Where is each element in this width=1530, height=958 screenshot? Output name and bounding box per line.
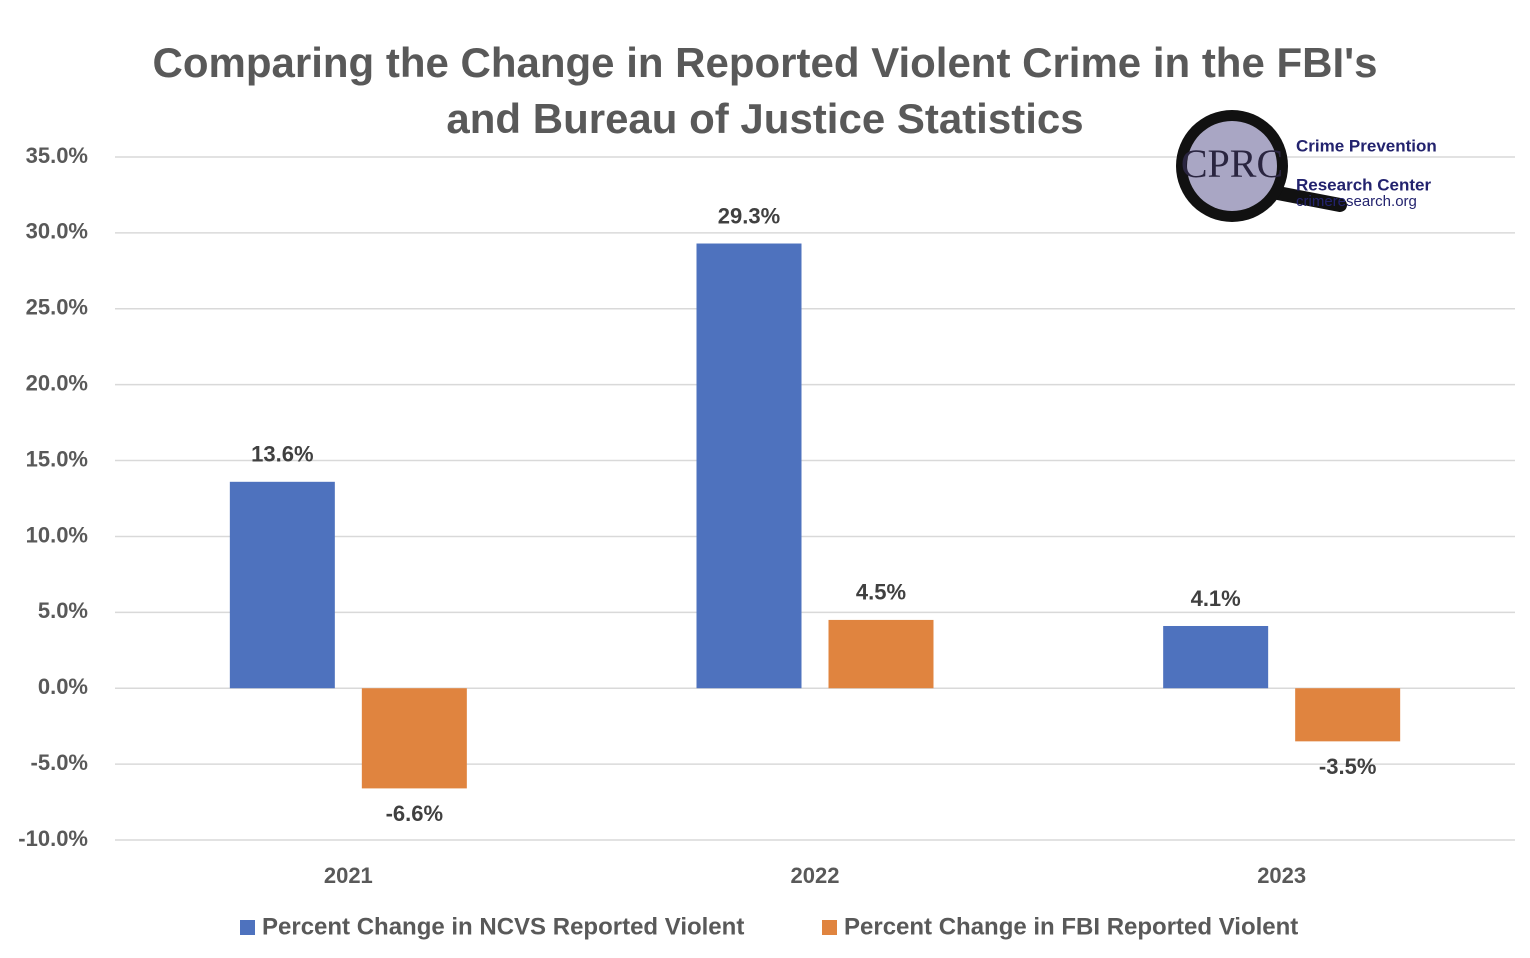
data-label: -3.5% bbox=[1319, 754, 1376, 779]
bar bbox=[1295, 688, 1401, 742]
x-tick-label: 2021 bbox=[324, 863, 373, 888]
bar bbox=[828, 619, 934, 689]
logo-text: Research Center bbox=[1296, 175, 1432, 194]
y-tick-label: 15.0% bbox=[26, 446, 88, 471]
y-tick-label: 0.0% bbox=[38, 674, 88, 699]
data-label: 13.6% bbox=[251, 442, 313, 467]
logo-text: Crime Prevention bbox=[1296, 136, 1437, 155]
logo-url: crimeresearch.org bbox=[1296, 193, 1417, 210]
chart-title: Comparing the Change in Reported Violent… bbox=[153, 39, 1378, 86]
y-tick-label: 35.0% bbox=[26, 143, 88, 168]
y-tick-label: 30.0% bbox=[26, 219, 88, 244]
bar bbox=[696, 243, 802, 689]
legend-swatch bbox=[240, 920, 255, 935]
legend-label: Percent Change in NCVS Reported Violent bbox=[262, 913, 744, 940]
y-tick-label: 10.0% bbox=[26, 522, 88, 547]
y-tick-label: -10.0% bbox=[18, 826, 88, 851]
x-tick-label: 2023 bbox=[1257, 863, 1306, 888]
y-tick-label: 20.0% bbox=[26, 370, 88, 395]
data-label: 29.3% bbox=[718, 203, 780, 228]
bar bbox=[361, 688, 467, 789]
legend-swatch bbox=[822, 920, 837, 935]
data-label: 4.1% bbox=[1191, 586, 1241, 611]
x-tick-label: 2022 bbox=[791, 863, 840, 888]
data-label: 4.5% bbox=[856, 580, 906, 605]
legend-label: Percent Change in FBI Reported Violent bbox=[844, 913, 1298, 940]
y-tick-label: 25.0% bbox=[26, 295, 88, 320]
logo-mark: CPRC bbox=[1181, 141, 1283, 186]
logo: CPRC Crime Prevention Research Center cr… bbox=[1176, 110, 1437, 222]
y-tick-label: -5.0% bbox=[31, 750, 88, 775]
logo-lens bbox=[1187, 121, 1277, 211]
chart-title: and Bureau of Justice Statistics bbox=[446, 95, 1083, 142]
data-label: -6.6% bbox=[386, 801, 443, 826]
bar bbox=[229, 481, 335, 689]
bar bbox=[1163, 625, 1269, 689]
y-tick-label: 5.0% bbox=[38, 598, 88, 623]
